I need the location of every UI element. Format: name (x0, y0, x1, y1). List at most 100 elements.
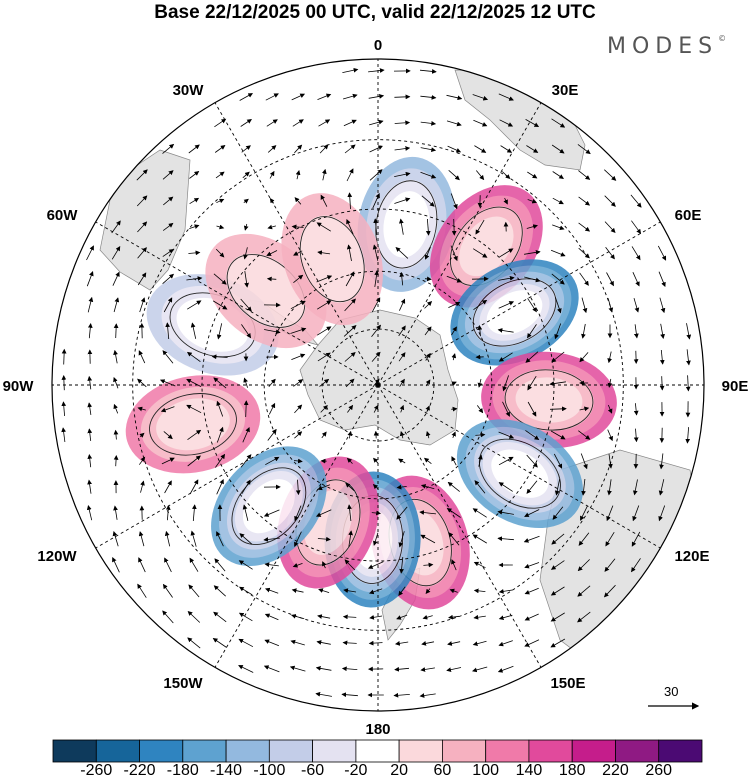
wind-arrow (266, 276, 277, 282)
wind-arrow (394, 197, 411, 204)
wind-arrow (291, 224, 304, 230)
wind-vectors (61, 67, 692, 698)
wind-arrow (579, 352, 589, 363)
wind-arrow (607, 298, 614, 313)
wind-arrow (552, 197, 564, 205)
wind-arrow (420, 121, 437, 126)
map-boundary (51, 58, 705, 712)
colorbar-swatch (95, 739, 141, 763)
wind-arrow (424, 326, 432, 336)
wind-arrow (472, 640, 487, 647)
wind-arrow (475, 219, 485, 235)
wind-arrow (347, 504, 352, 522)
wind-arrow (633, 297, 640, 313)
wind-arrow (293, 250, 303, 256)
wind-arrow (399, 556, 404, 574)
wind-arrow (577, 611, 591, 623)
wind-arrow (368, 640, 383, 646)
wind-arrow (61, 427, 66, 443)
lon-label-0: 0 (374, 37, 382, 54)
wind-arrow (293, 274, 304, 284)
wind-arrow (524, 639, 540, 647)
colorbar-tick-label: -20 (344, 762, 368, 779)
meridian-line (377, 384, 545, 673)
colorbar-tick-label: -100 (253, 762, 286, 779)
wind-arrow (292, 119, 304, 127)
wind-arrow (447, 481, 460, 492)
wind-arrow (498, 589, 513, 594)
wind-arrow (162, 248, 174, 257)
wind-arrow (164, 480, 172, 494)
wind-arrow (527, 401, 537, 417)
wind-arrow (189, 171, 200, 179)
wind-arrow (630, 194, 642, 208)
colorbar-swatch (441, 739, 487, 763)
wind-arrow (243, 247, 248, 260)
wind-arrow (578, 430, 591, 440)
wind-arrow (603, 584, 616, 598)
wind-arrow (551, 533, 565, 545)
wind-arrow (315, 509, 332, 517)
wind-arrow (604, 195, 616, 207)
wind-arrow (631, 220, 642, 234)
wind-arrow (472, 94, 489, 101)
wind-arrow (371, 297, 381, 313)
wind-arrow (472, 666, 488, 673)
latitude-circle (132, 139, 624, 631)
colorbar-tick-label: -260 (80, 762, 113, 779)
wind-arrow (373, 404, 379, 413)
wind-arrow (317, 484, 331, 491)
wind-arrow (502, 375, 509, 392)
colorbar-tick-label: 220 (602, 762, 629, 779)
wind-arrow (343, 325, 357, 337)
wind-arrow (554, 323, 562, 340)
wind-arrow (527, 298, 537, 313)
wind-arrow (524, 276, 541, 283)
wind-arrow (162, 222, 174, 231)
wind-arrow (498, 352, 513, 362)
wind-arrow (216, 531, 224, 547)
wind-arrow (473, 299, 488, 311)
wind-arrow (342, 93, 358, 100)
wind-arrow (267, 145, 277, 153)
wind-arrow (550, 586, 565, 596)
wind-arrow (398, 531, 405, 548)
wind-arrow (87, 296, 94, 313)
wind-arrow (451, 431, 456, 439)
wind-arrow (369, 119, 384, 126)
wind-arrow (187, 637, 201, 649)
wind-arrow (216, 426, 224, 443)
wind-arrow (266, 250, 278, 256)
wind-arrow (367, 561, 384, 569)
wind-arrow (396, 614, 408, 620)
wind-arrow (474, 480, 486, 494)
wind-arrow (136, 169, 148, 181)
wind-arrow (243, 223, 249, 231)
meridian-line (90, 384, 379, 552)
wind-arrow (240, 454, 252, 468)
colorbar-swatch (571, 739, 616, 763)
wind-arrow (186, 404, 202, 414)
wind-arrow (477, 378, 483, 388)
wind-arrow (395, 247, 409, 259)
wind-arrow (315, 691, 332, 697)
wind-arrow (451, 456, 457, 466)
anomaly-contour (242, 479, 295, 534)
wind-arrow (267, 428, 277, 441)
wind-arrow (658, 271, 666, 288)
wind-arrow (164, 530, 171, 547)
wind-arrow (450, 193, 458, 210)
wind-arrow (420, 171, 437, 179)
wind-arrow (265, 587, 279, 594)
wind-arrow (606, 272, 614, 287)
wind-arrow (502, 401, 510, 417)
wind-arrow (113, 376, 119, 389)
wind-arrow (112, 271, 120, 286)
wind-arrow (371, 324, 381, 337)
wind-arrow (216, 224, 225, 230)
colorbar-tick-label: -140 (210, 762, 243, 779)
wind-arrow (657, 245, 667, 261)
wind-arrow (343, 588, 357, 594)
wind-arrow (137, 406, 146, 412)
wind-arrow (216, 198, 225, 204)
